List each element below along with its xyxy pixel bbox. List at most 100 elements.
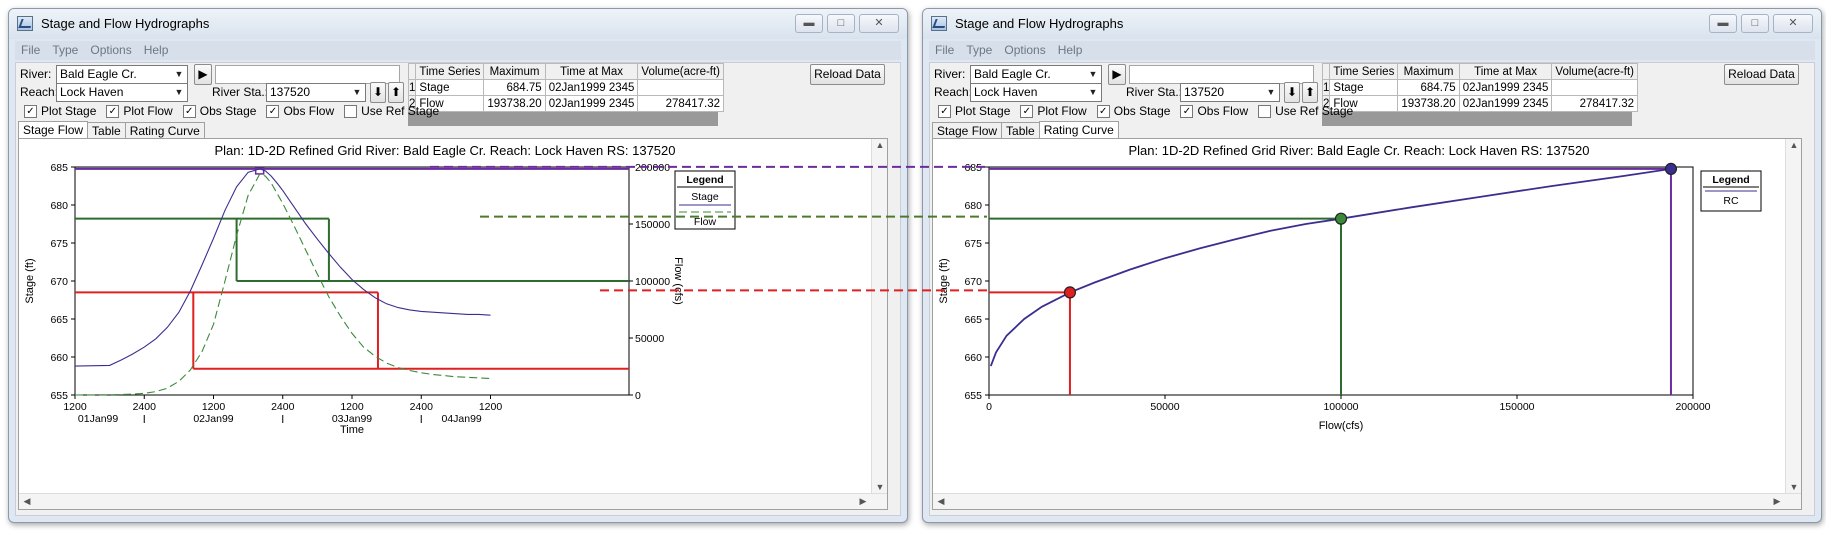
col-maximum: Maximum <box>483 63 546 80</box>
tab-table[interactable]: Table <box>1001 122 1040 140</box>
tab-rating-curve[interactable]: Rating Curve <box>124 122 205 140</box>
tab-rating-curve[interactable]: Rating Curve <box>1038 121 1119 139</box>
play-button[interactable]: ▶ <box>194 64 212 85</box>
menu-file[interactable]: File <box>935 43 955 57</box>
y2-tick-label: 150000 <box>635 219 670 231</box>
checkbox-box: ✓ <box>182 104 196 118</box>
use-ref-stage-checkbox[interactable]: Use Ref Stage <box>1258 104 1353 118</box>
station-down-button[interactable]: ⬇ <box>370 82 386 103</box>
close-button[interactable]: ✕ <box>1773 14 1813 33</box>
scroll-down-icon: ▼ <box>875 482 885 492</box>
y-axis-label: Stage (ft) <box>938 258 950 303</box>
scroll-right-icon: ▶ <box>859 496 867 506</box>
horizontal-scrollbar[interactable]: ◀ ▶ <box>933 493 1801 509</box>
plot-stage-checkbox[interactable]: ✓ Plot Stage <box>24 104 96 118</box>
menu-options[interactable]: Options <box>1004 43 1046 57</box>
legend-entry-stage: Stage <box>691 191 719 203</box>
title-bar[interactable]: Stage and Flow Hydrographs ▬ □ ✕ <box>9 9 907 39</box>
obs-flow-checkbox[interactable]: ✓ Obs Flow <box>266 104 334 118</box>
scroll-down-icon: ▼ <box>1789 482 1799 492</box>
river-station-select[interactable]: 137520 ▼ <box>1180 83 1280 102</box>
river-label: River: <box>934 67 966 81</box>
maximize-button[interactable]: □ <box>827 14 855 33</box>
plot-flow-checkbox[interactable]: ✓ Plot Flow <box>106 104 173 118</box>
scroll-up-icon: ▲ <box>1789 140 1799 150</box>
view-tabs: Stage Flow Table Rating Curve <box>18 121 205 140</box>
y-axis-label: Stage (ft) <box>24 258 36 303</box>
play-icon: ▶ <box>1112 67 1122 81</box>
chevron-down-icon: ▼ <box>1266 87 1276 97</box>
close-button[interactable]: ✕ <box>859 14 899 33</box>
menu-options[interactable]: Options <box>90 43 132 57</box>
play-icon: ▶ <box>198 67 208 81</box>
menu-file[interactable]: File <box>21 43 41 57</box>
y2-tick-label: 0 <box>635 390 641 402</box>
menu-bar: File Type Options Help <box>15 41 901 60</box>
checkbox-box: ✓ <box>938 104 951 118</box>
reach-select[interactable]: Lock Haven ▼ <box>56 83 188 102</box>
maximize-icon: □ <box>837 17 845 29</box>
x-tick-label: 1200 <box>63 401 87 413</box>
river-label: River: <box>20 67 52 81</box>
minimize-button[interactable]: ▬ <box>1709 14 1737 33</box>
table-row: 1 Stage 684.75 02Jan1999 2345 <box>407 79 725 96</box>
menu-help[interactable]: Help <box>143 43 169 57</box>
scroll-left-icon: ◀ <box>23 496 31 506</box>
y-tick-label: 655 <box>50 390 68 402</box>
plot-flow-checkbox[interactable]: ✓ Plot Flow <box>1020 104 1087 118</box>
x-tick-label: 2400 <box>271 401 295 413</box>
station-up-button[interactable]: ⬆ <box>1302 82 1318 103</box>
minimize-button[interactable]: ▬ <box>795 14 823 33</box>
y-tick-label: 660 <box>964 352 982 364</box>
obs-flow-checkbox[interactable]: ✓ Obs Flow <box>1180 104 1248 118</box>
y-tick-label: 675 <box>50 238 68 250</box>
maximize-button[interactable]: □ <box>1741 14 1769 33</box>
chevron-down-icon: ▼ <box>352 87 362 97</box>
reach-label: Reach: <box>934 85 973 99</box>
y2-tick-label: 50000 <box>635 333 664 345</box>
menu-help[interactable]: Help <box>1057 43 1083 57</box>
station-down-button[interactable]: ⬇ <box>1284 82 1300 103</box>
reload-data-button[interactable]: Reload Data <box>810 64 885 85</box>
reach-value: Lock Haven <box>974 85 1038 99</box>
play-button[interactable]: ▶ <box>1108 64 1126 85</box>
menu-type[interactable]: Type <box>966 43 993 57</box>
obs-stage-checkbox[interactable]: ✓ Obs Stage <box>1096 104 1170 118</box>
river-select[interactable]: Bald Eagle Cr. ▼ <box>970 65 1102 84</box>
hydrograph-window-right: Stage and Flow Hydrographs ▬ □ ✕ File Ty… <box>922 8 1822 523</box>
chart-title: Plan: 1D-2D Refined Grid River: Bald Eag… <box>214 143 675 158</box>
y-tick-label: 685 <box>964 162 982 174</box>
obs-stage-checkbox[interactable]: ✓ Obs Stage <box>182 104 256 118</box>
plot-area: Plan: 1D-2D Refined Grid River: Bald Eag… <box>932 138 1802 510</box>
arrow-up-icon: ⬆ <box>1304 85 1316 99</box>
title-bar[interactable]: Stage and Flow Hydrographs ▬ □ ✕ <box>923 9 1821 39</box>
reach-select[interactable]: Lock Haven ▼ <box>970 83 1102 102</box>
tab-stage-flow[interactable]: Stage Flow <box>18 121 89 139</box>
checkbox-box: ✓ <box>106 104 120 118</box>
use-ref-stage-checkbox[interactable]: Use Ref Stage <box>344 104 439 118</box>
client-area: River: Bald Eagle Cr. ▼ ▶ Reach: Lock Ha… <box>15 62 901 516</box>
y-tick-label: 660 <box>50 352 68 364</box>
legend-title: Legend <box>1712 174 1749 186</box>
river-station-label: River Sta.: <box>212 85 269 99</box>
vertical-scrollbar[interactable]: ▲ ▼ <box>871 139 887 493</box>
chart-title: Plan: 1D-2D Refined Grid River: Bald Eag… <box>1128 143 1589 158</box>
arrow-down-icon: ⬇ <box>1286 85 1298 99</box>
series-rc <box>989 168 1672 367</box>
vertical-scrollbar[interactable]: ▲ ▼ <box>1785 139 1801 493</box>
plot-stage-checkbox[interactable]: ✓ Plot Stage <box>938 104 1010 118</box>
x-axis-label: Flow(cfs) <box>1319 420 1364 432</box>
horizontal-scrollbar[interactable]: ◀ ▶ <box>19 493 887 509</box>
series-stage <box>74 168 491 367</box>
x-tick-label: 100000 <box>1323 401 1358 413</box>
peak-point <box>1664 162 1678 175</box>
reach-value: Lock Haven <box>60 85 124 99</box>
y2-tick-label: 100000 <box>635 276 670 288</box>
river-station-value: 137520 <box>270 85 311 99</box>
menu-type[interactable]: Type <box>52 43 79 57</box>
x-tick-label: 1200 <box>340 401 364 413</box>
close-icon: ✕ <box>1788 17 1798 29</box>
station-up-button[interactable]: ⬆ <box>388 82 404 103</box>
river-station-select[interactable]: 137520 ▼ <box>266 83 366 102</box>
reload-data-button[interactable]: Reload Data <box>1724 64 1799 85</box>
